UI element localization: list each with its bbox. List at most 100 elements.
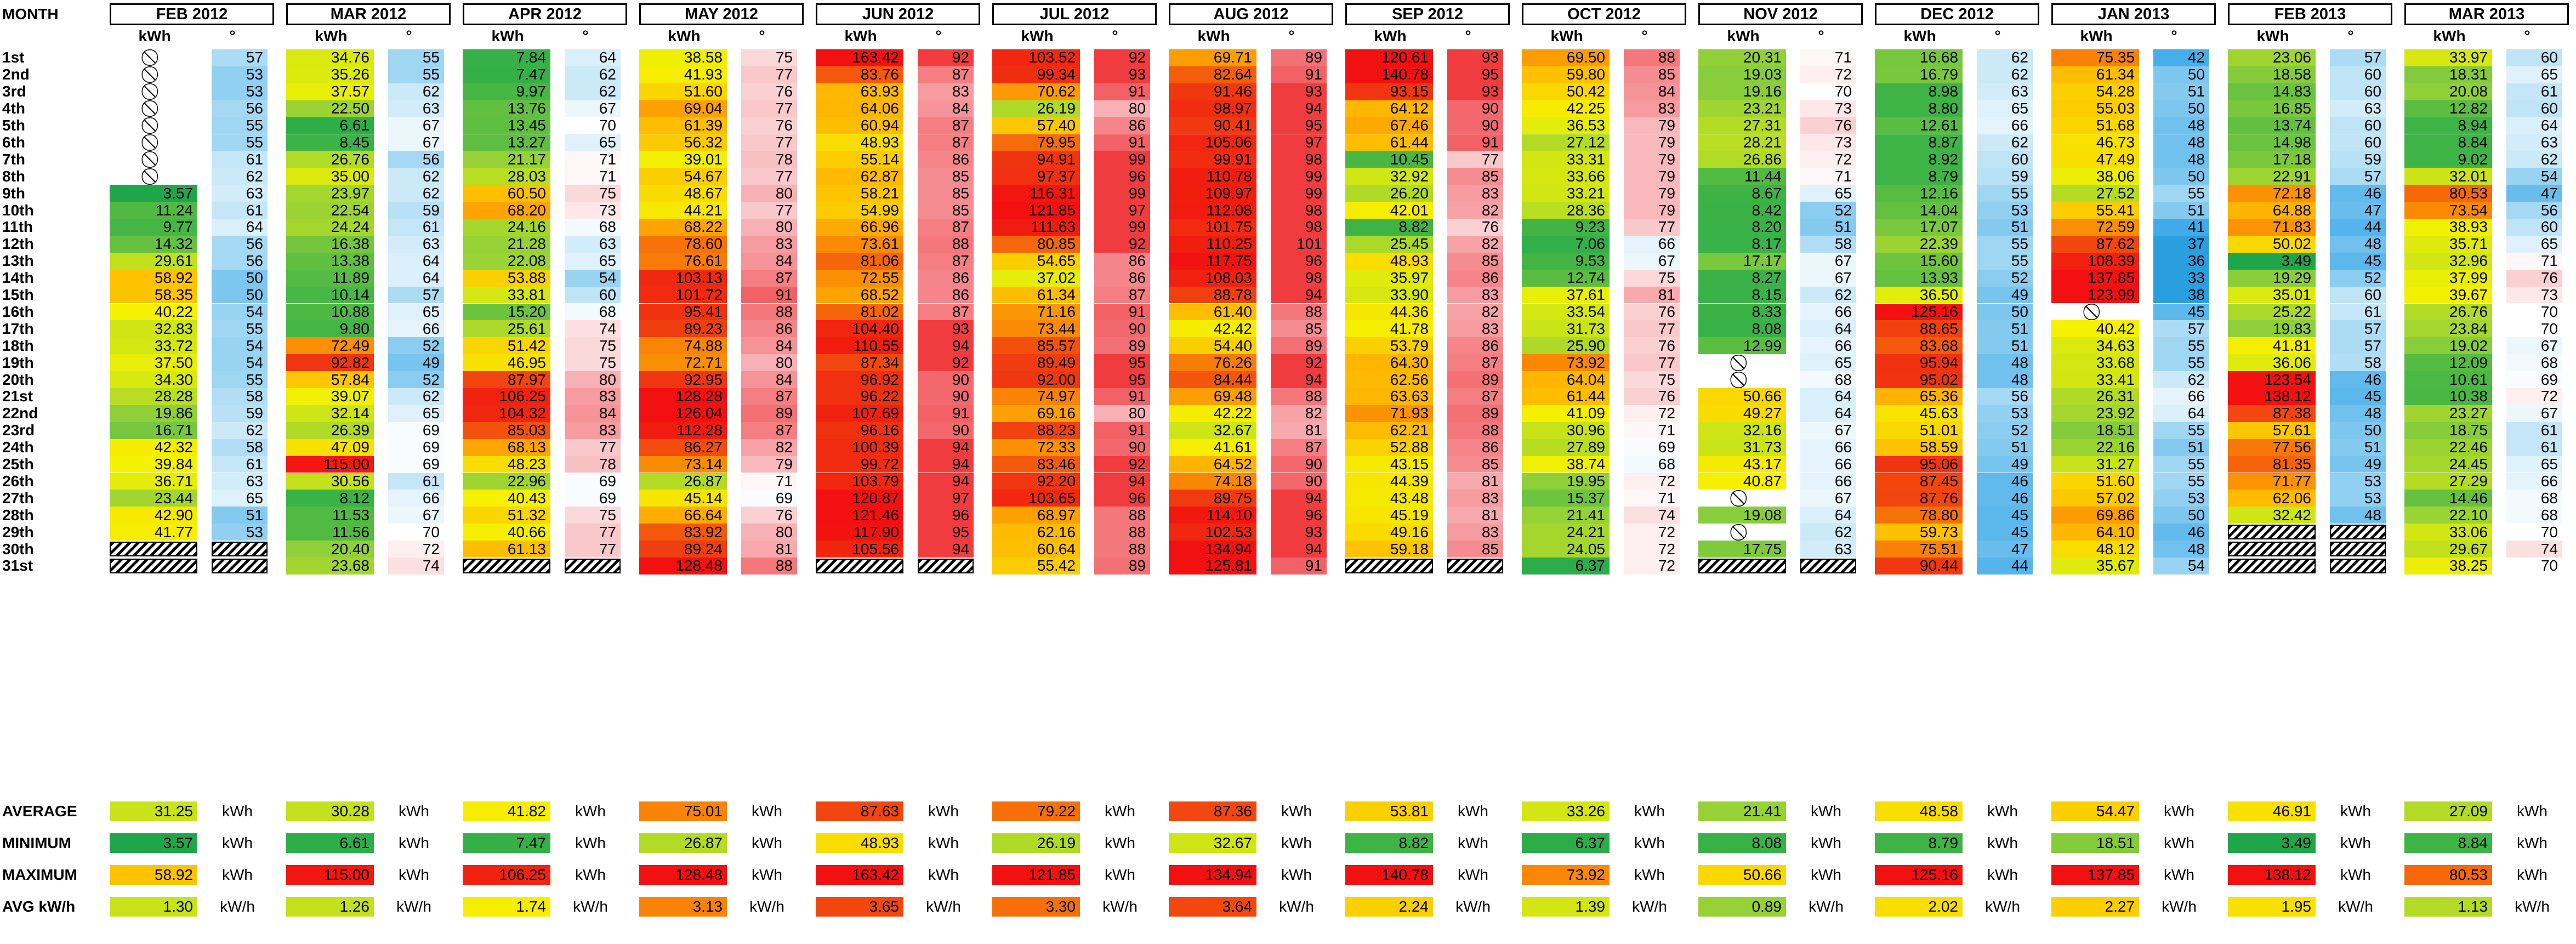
kwh-cell: 61.34 [2051, 66, 2139, 83]
temp-cell: 81 [1624, 286, 1680, 304]
kwh-cell: 32.14 [286, 405, 374, 422]
kwh-cell: 80.53 [2404, 185, 2492, 202]
temp-cell: 57 [388, 286, 444, 304]
temp-cell: 46 [1977, 473, 2033, 490]
kwh-cell: 69.86 [2051, 507, 2139, 524]
temp-cell: 52 [388, 371, 444, 388]
kwh-cell: 115.00 [286, 456, 374, 473]
summary-unit: kWh [1105, 834, 1135, 851]
temp-cell: 82 [1447, 303, 1503, 321]
month-header: NOV 2012 [1698, 3, 1863, 25]
kwh-cell: 32.83 [110, 320, 197, 338]
kwh-cell: 17.17 [1698, 252, 1786, 270]
summary-unit: kW/h [396, 898, 431, 915]
deg-subheader: ° [2524, 27, 2530, 44]
month-header: JUN 2012 [816, 3, 980, 25]
kwh-cell: 111.63 [992, 218, 1080, 236]
kwh-cell: 37.02 [992, 269, 1080, 287]
summary-value: 6.37 [1522, 833, 1610, 853]
temp-cell: 44 [2330, 218, 2386, 236]
temp-cell: 70 [565, 117, 621, 134]
month-header-label: MONTH [2, 5, 59, 22]
day-label: 26th [2, 472, 34, 490]
temp-cell: 85 [918, 185, 974, 202]
no-day-cell [2330, 559, 2386, 573]
day-label: 1st [2, 49, 25, 66]
kwh-cell: 12.16 [1875, 185, 1963, 202]
kwh-cell: 48.93 [816, 134, 903, 151]
kwh-cell: 22.10 [2404, 507, 2492, 524]
kwh-cell: 28.36 [1522, 202, 1610, 219]
temp-cell: 76 [1447, 218, 1503, 236]
summary-unit: kWh [222, 834, 253, 851]
temp-cell: 54 [212, 303, 268, 321]
temp-cell: 86 [1094, 269, 1150, 287]
temp-cell: 69 [1624, 439, 1680, 456]
kwh-cell: 35.26 [286, 66, 374, 83]
temp-cell: 55 [2153, 473, 2209, 490]
kwh-cell: 23.97 [286, 185, 374, 202]
summary-unit: kWh [2340, 834, 2371, 851]
deg-subheader: ° [759, 27, 765, 44]
temp-cell: 64 [2506, 117, 2562, 134]
kwh-cell: 58.21 [816, 185, 903, 202]
kwh-cell: 61.39 [639, 117, 727, 134]
kwh-cell: 90.44 [1875, 557, 1963, 575]
kwh-cell: 81.35 [2228, 456, 2316, 473]
kwh-cell: 73.92 [1522, 354, 1610, 372]
summary-value: 73.92 [1522, 865, 1610, 885]
summary-unit: kWh [2340, 866, 2371, 883]
temp-cell: 60 [1977, 151, 2033, 168]
kwh-cell: 23.84 [2404, 320, 2492, 338]
kwh-cell: 8.17 [1698, 235, 1786, 253]
temp-cell: 98 [1271, 151, 1327, 168]
kwh-cell: 88.78 [1169, 286, 1256, 304]
temp-cell: 54 [212, 337, 268, 355]
summary-unit: kWh [752, 803, 782, 820]
deg-subheader: ° [1112, 27, 1118, 44]
no-day-cell [816, 559, 903, 573]
kwh-cell: 33.06 [2404, 524, 2492, 541]
temp-cell: 94 [1271, 490, 1327, 507]
kwh-cell: 19.29 [2228, 269, 2316, 287]
temp-cell: 99 [1094, 185, 1150, 202]
kwh-cell: 54.40 [1169, 337, 1256, 355]
temp-cell: 81 [1271, 422, 1327, 439]
temp-cell: 82 [1447, 202, 1503, 219]
kwh-cell: 71.83 [2228, 218, 2316, 236]
kwh-cell: 27.31 [1698, 117, 1786, 134]
kwh-cell: 25.22 [2228, 303, 2316, 321]
temp-cell: 101 [1271, 235, 1327, 253]
temp-cell: 63 [212, 473, 268, 490]
temp-cell: 56 [212, 252, 268, 270]
summary-value: 8.79 [1875, 833, 1963, 853]
summary-value: 3.49 [2228, 833, 2316, 853]
temp-cell: 72 [1800, 151, 1856, 168]
temp-cell: 66 [1800, 439, 1856, 456]
summary-value: 2.02 [1875, 897, 1963, 917]
kwh-cell: 8.33 [1698, 303, 1786, 321]
temp-cell: 74 [2506, 541, 2562, 558]
kwh-cell: 26.39 [286, 422, 374, 439]
kwh-cell: 103.79 [816, 473, 903, 490]
temp-cell: 38 [2153, 286, 2209, 304]
kwh-cell: 51.32 [463, 507, 550, 524]
temp-cell: 49 [388, 354, 444, 372]
kwh-cell: 96.22 [816, 388, 903, 405]
temp-cell: 65 [1800, 354, 1856, 372]
temp-cell: 68 [1800, 371, 1856, 388]
summary-unit: kW/h [1985, 898, 2020, 915]
temp-cell: 77 [741, 100, 797, 117]
no-day-cell [918, 559, 974, 573]
kwh-cell: 39.01 [639, 151, 727, 168]
summary-value: 46.91 [2228, 801, 2316, 821]
temp-cell: 36 [2153, 252, 2209, 270]
temp-cell: 48 [2330, 507, 2386, 524]
temp-cell: 91 [1271, 557, 1327, 575]
temp-cell: 62 [565, 66, 621, 83]
temp-cell: 97 [1271, 134, 1327, 151]
temp-cell: 62 [1800, 524, 1856, 541]
kwh-cell: 53.88 [463, 269, 550, 287]
kwh-cell: 32.96 [2404, 252, 2492, 270]
summary-unit: kWh [1811, 866, 1841, 883]
